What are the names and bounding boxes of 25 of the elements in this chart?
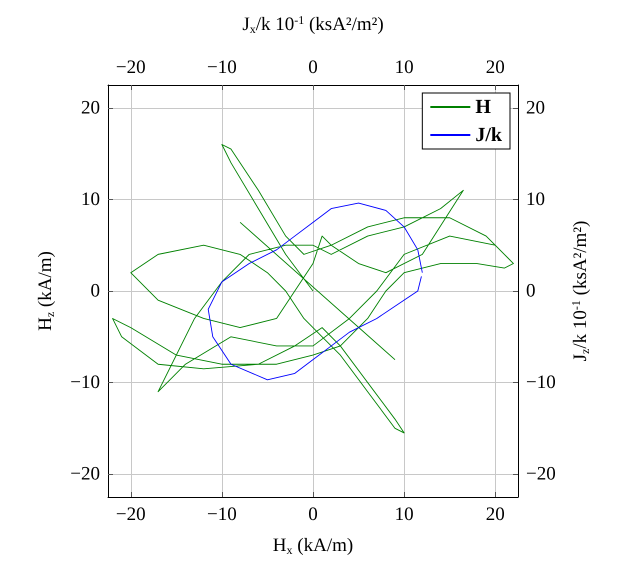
y-tick-label: −20 — [70, 464, 100, 485]
x-tick-label: −10 — [207, 504, 237, 525]
y2-tick-label: −10 — [526, 372, 556, 394]
legend-label: J/k — [475, 124, 503, 146]
x-tick-label: 0 — [308, 504, 318, 525]
legend-label: H — [475, 96, 492, 118]
y-tick-label: −10 — [70, 372, 100, 394]
y2-tick-label: 0 — [526, 280, 536, 302]
x-tick-label: 10 — [394, 504, 414, 525]
y2-axis-title: Jz/k 10-1 (ksA²/m²) — [569, 220, 592, 362]
y2-tick-label: 20 — [526, 97, 545, 118]
y-tick-label: 0 — [90, 280, 100, 302]
x2-tick-label: 0 — [308, 57, 318, 78]
x2-tick-label: −20 — [116, 57, 146, 78]
x-tick-label: 20 — [486, 504, 505, 525]
y-axis-title: Hz (kA/m) — [35, 251, 57, 331]
x-tick-label: −20 — [116, 504, 146, 525]
line-series — [208, 202, 423, 380]
x2-tick-label: 20 — [486, 57, 505, 78]
y-tick-label: 20 — [81, 97, 100, 118]
x2-tick-label: −10 — [207, 57, 237, 78]
x2-tick-label: 10 — [394, 57, 414, 78]
y2-tick-label: −20 — [526, 464, 556, 485]
y-tick-label: 10 — [81, 188, 100, 210]
y2-tick-label: 10 — [526, 188, 545, 210]
